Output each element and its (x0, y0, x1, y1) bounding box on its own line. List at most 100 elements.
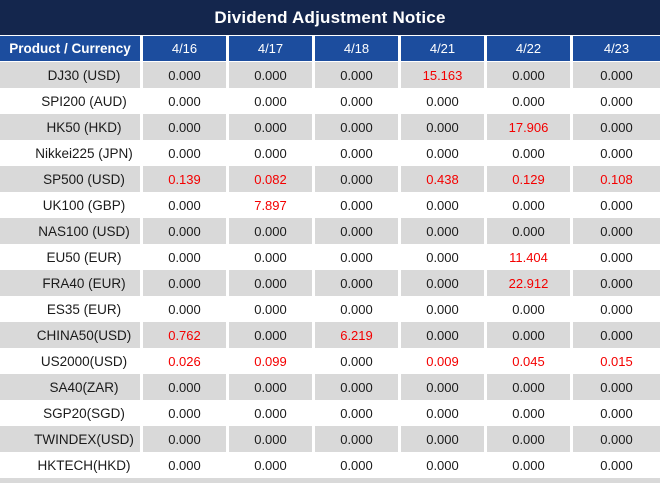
value-cell: 0.000 (143, 192, 229, 218)
value-cell: 0.000 (315, 62, 401, 88)
date-header: 4/22 (487, 36, 573, 62)
value-cell: 0.000 (143, 218, 229, 244)
value-cell: 0.000 (487, 374, 573, 400)
value-cell: 0.000 (315, 218, 401, 244)
value-cell: 22.912 (487, 270, 573, 296)
product-cell: SPI200 (AUD) (0, 88, 143, 114)
table-row: UK100 (GBP) 0.000 7.897 0.000 0.000 0.000 0.00… (0, 192, 660, 218)
date-header: 4/18 (315, 36, 401, 62)
value-cell: 0.000 (401, 374, 487, 400)
table-row: SPI200 (AUD) 0.000 0.000 0.000 0.000 0.000 0.0… (0, 88, 660, 114)
value-cell: 0.000 (487, 62, 573, 88)
value-cell: 17.906 (487, 114, 573, 140)
page-title: Dividend Adjustment Notice (214, 7, 446, 27)
value-cell: 0.000 (315, 374, 401, 400)
value-cell: 0.000 (573, 62, 660, 88)
date-header: 4/17 (229, 36, 315, 62)
value-cell: 0.000 (487, 322, 573, 348)
value-cell: 0.000 (573, 322, 660, 348)
table-row: SA40(ZAR) 0.000 0.000 0.000 0.000 0.000 0.000 (0, 374, 660, 400)
product-cell: EU50 (EUR) (0, 244, 143, 270)
value-cell: 0.000 (229, 140, 315, 166)
table-row: TWINDEX(USD) 0.000 0.000 0.000 0.000 0.000 0.0… (0, 426, 660, 452)
value-cell: 0.000 (487, 88, 573, 114)
product-cell: SA40(ZAR) (0, 374, 143, 400)
value-cell: 0.129 (487, 166, 573, 192)
product-currency-header: Product / Currency (0, 36, 143, 62)
table-row: Nikkei225 (JPN) 0.000 0.000 0.000 0.000 0.000… (0, 140, 660, 166)
value-cell: 0.000 (401, 322, 487, 348)
value-cell: 0.000 (573, 374, 660, 400)
value-cell: 0.000 (229, 244, 315, 270)
value-cell: 0.139 (143, 166, 229, 192)
value-cell: 0.000 (401, 244, 487, 270)
value-cell: 0.000 (573, 218, 660, 244)
value-cell: 0.000 (229, 374, 315, 400)
value-cell: 0.000 (573, 426, 660, 452)
value-cell: 0.000 (487, 400, 573, 426)
title-bar: Dividend Adjustment Notice (0, 0, 660, 36)
date-header: 4/23 (573, 36, 660, 62)
value-cell: 0.000 (229, 400, 315, 426)
value-cell: 0.000 (143, 244, 229, 270)
value-cell: 0.000 (401, 400, 487, 426)
value-cell: 0.762 (143, 322, 229, 348)
value-cell: 0.000 (315, 426, 401, 452)
value-cell: 0.000 (143, 452, 229, 478)
value-cell: 0.000 (143, 426, 229, 452)
value-cell: 0.000 (229, 62, 315, 88)
product-cell: ES35 (EUR) (0, 296, 143, 322)
value-cell: 0.000 (315, 140, 401, 166)
table-row: EU50 (EUR) 0.000 0.000 0.000 0.000 11.404 0.00… (0, 244, 660, 270)
value-cell: 6.219 (315, 322, 401, 348)
value-cell: 0.000 (315, 348, 401, 374)
value-cell: 0.000 (573, 400, 660, 426)
table-row: ES35 (EUR) 0.000 0.000 0.000 0.000 0.000 0.000 (0, 296, 660, 322)
value-cell: 0.000 (573, 114, 660, 140)
value-cell: 0.000 (487, 218, 573, 244)
value-cell: 0.000 (487, 296, 573, 322)
value-cell: 0.000 (143, 400, 229, 426)
product-cell: SP500 (USD) (0, 166, 143, 192)
value-cell: 0.000 (229, 296, 315, 322)
value-cell: 0.000 (573, 88, 660, 114)
product-cell: SGP20(SGD) (0, 400, 143, 426)
value-cell: 0.000 (315, 452, 401, 478)
table-row: US2000(USD) 0.026 0.099 0.000 0.009 0.045 0.01… (0, 348, 660, 374)
value-cell: 0.000 (487, 192, 573, 218)
date-header: 4/16 (143, 36, 229, 62)
product-cell: Nikkei225 (JPN) (0, 140, 143, 166)
value-cell: 7.897 (229, 192, 315, 218)
value-cell: 0.000 (573, 244, 660, 270)
value-cell: 0.045 (487, 348, 573, 374)
value-cell: 0.000 (487, 140, 573, 166)
value-cell: 0.082 (229, 166, 315, 192)
value-cell: 15.163 (401, 62, 487, 88)
value-cell: 0.000 (143, 140, 229, 166)
product-cell: HK50 (HKD) (0, 114, 143, 140)
value-cell: 0.000 (229, 322, 315, 348)
header-row: Product / Currency 4/16 4/17 4/18 4/21 4/22 4… (0, 36, 660, 62)
value-cell: 0.000 (315, 192, 401, 218)
table-row: DJ30 (USD) 0.000 0.000 0.000 15.163 0.000 0.00… (0, 62, 660, 88)
value-cell: 0.000 (401, 114, 487, 140)
table-row: SGP20(SGD) 0.000 0.000 0.000 0.000 0.000 0.000 (0, 400, 660, 426)
value-cell: 0.026 (143, 348, 229, 374)
value-cell: 0.000 (401, 452, 487, 478)
value-cell: 0.000 (315, 88, 401, 114)
value-cell: 0.000 (315, 244, 401, 270)
product-cell: CHINA50(USD) (0, 322, 143, 348)
value-cell: 0.108 (573, 166, 660, 192)
value-cell: 0.000 (143, 62, 229, 88)
value-cell: 0.000 (487, 426, 573, 452)
value-cell: 0.000 (315, 296, 401, 322)
value-cell: 0.000 (229, 452, 315, 478)
value-cell: 0.000 (143, 114, 229, 140)
value-cell: 0.000 (573, 296, 660, 322)
table-row: NAS100 (USD) 0.000 0.000 0.000 0.000 0.000 0.0… (0, 218, 660, 244)
dividend-table: Product / Currency 4/16 4/17 4/18 4/21 4/22 4… (0, 36, 660, 478)
value-cell: 0.000 (229, 426, 315, 452)
value-cell: 0.000 (143, 270, 229, 296)
table-row: FRA40 (EUR) 0.000 0.000 0.000 0.000 22.912 0.0… (0, 270, 660, 296)
value-cell: 0.000 (229, 218, 315, 244)
